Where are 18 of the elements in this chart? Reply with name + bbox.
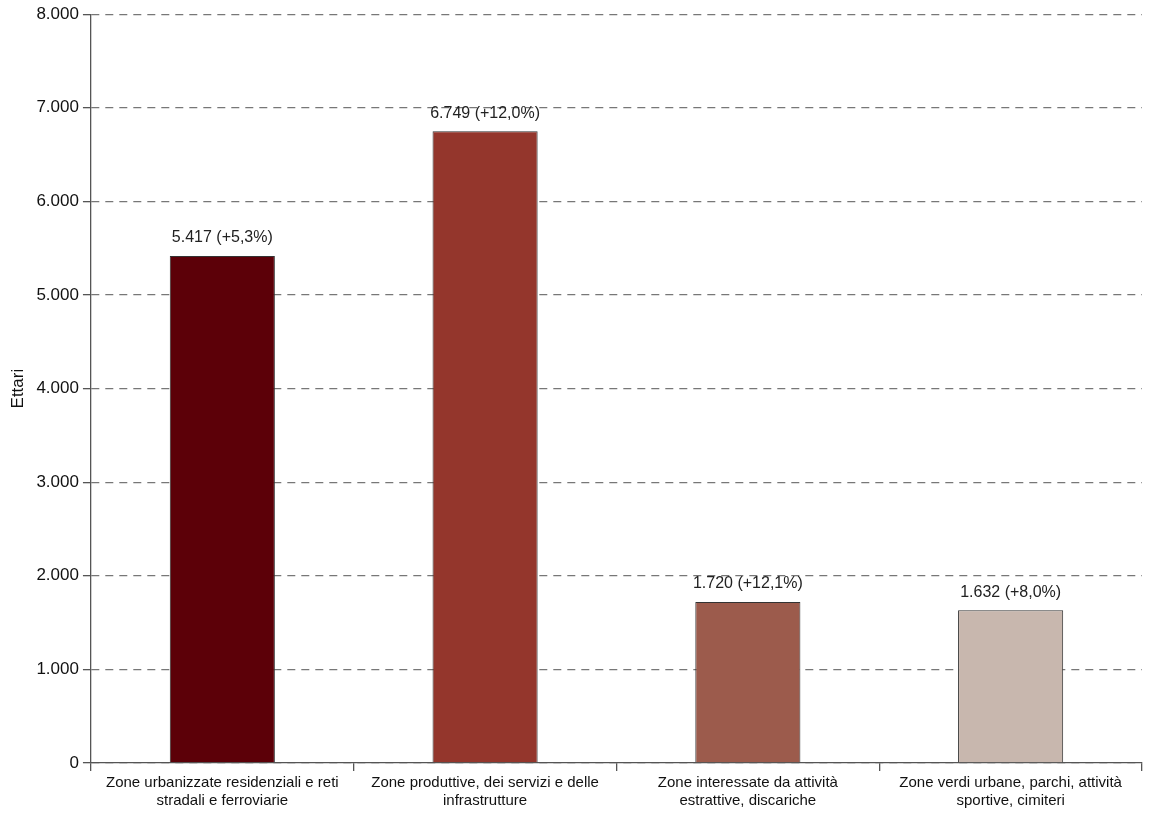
- data-label: 1.720 (+12,1%): [692, 574, 803, 592]
- data-label: 1.632 (+8,0%): [960, 582, 1062, 600]
- y-tick-label: 1.000: [36, 659, 79, 679]
- x-tick-label: Zone verdi urbane, parchi, attività sportive, cimiteri: [899, 773, 1123, 809]
- y-tick-label: 8.000: [36, 3, 79, 23]
- data-label: 5.417 (+5,3%): [171, 228, 273, 246]
- y-tick-label: 5.000: [36, 284, 79, 304]
- y-tick-label: 2.000: [36, 565, 79, 585]
- y-tick-label: 7.000: [36, 97, 79, 117]
- y-tick-label: 6.000: [36, 191, 79, 211]
- x-tick-label: Zone urbanizzate residenziali e reti stradali e ferroviarie: [106, 773, 339, 809]
- x-tick-label: Zone interessate da attività estrattive, discariche: [657, 773, 839, 809]
- y-axis-title: Ettari: [7, 368, 27, 409]
- data-label: 6.749 (+12,0%): [430, 103, 541, 121]
- x-tick-label: Zone produttive, dei servizi e delle infrastrutture: [371, 773, 599, 809]
- y-tick-label: 0: [69, 752, 79, 772]
- y-tick-label: 4.000: [36, 378, 79, 398]
- y-tick-label: 3.000: [36, 471, 79, 491]
